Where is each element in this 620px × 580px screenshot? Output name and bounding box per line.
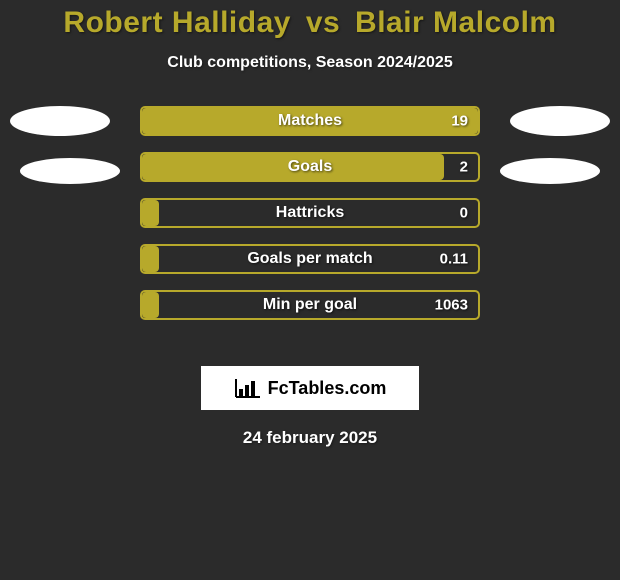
stat-row: Matches 19 xyxy=(140,106,480,136)
avatar-placeholder-right-2 xyxy=(500,158,600,184)
subtitle: Club competitions, Season 2024/2025 xyxy=(0,54,620,72)
date-text: 24 february 2025 xyxy=(0,428,620,448)
brand-badge: FcTables.com xyxy=(201,366,419,410)
stat-label: Min per goal xyxy=(263,296,357,314)
stat-value: 0 xyxy=(460,205,468,222)
stat-label: Goals per match xyxy=(247,250,372,268)
stat-row: Goals 2 xyxy=(140,152,480,182)
avatar-placeholder-right-1 xyxy=(510,106,610,136)
stat-value: 1063 xyxy=(435,297,468,314)
stat-value: 19 xyxy=(451,113,468,130)
brand-text: FcTables.com xyxy=(268,378,387,399)
stat-row: Hattricks 0 xyxy=(140,198,480,228)
page-title: Robert Halliday vs Blair Malcolm xyxy=(0,0,620,40)
stat-bar-fill xyxy=(142,246,159,272)
avatar-placeholder-left-1 xyxy=(10,106,110,136)
stat-bar-fill xyxy=(142,292,159,318)
stat-row: Min per goal 1063 xyxy=(140,290,480,320)
title-player2: Blair Malcolm xyxy=(355,6,557,39)
stat-label: Goals xyxy=(288,158,332,176)
title-player1: Robert Halliday xyxy=(63,6,291,39)
stat-row: Goals per match 0.11 xyxy=(140,244,480,274)
stat-label: Hattricks xyxy=(276,204,344,222)
title-vs: vs xyxy=(306,6,340,39)
comparison-infographic: Robert Halliday vs Blair Malcolm Club co… xyxy=(0,0,620,580)
stat-bars: Matches 19 Goals 2 Hattricks 0 Goals per… xyxy=(140,106,480,336)
stat-value: 2 xyxy=(460,159,468,176)
avatar-placeholder-left-2 xyxy=(20,158,120,184)
stat-value: 0.11 xyxy=(440,251,468,268)
bar-chart-icon xyxy=(234,377,262,399)
stat-label: Matches xyxy=(278,112,342,130)
stats-area: Matches 19 Goals 2 Hattricks 0 Goals per… xyxy=(0,106,620,346)
stat-bar-fill xyxy=(142,200,159,226)
